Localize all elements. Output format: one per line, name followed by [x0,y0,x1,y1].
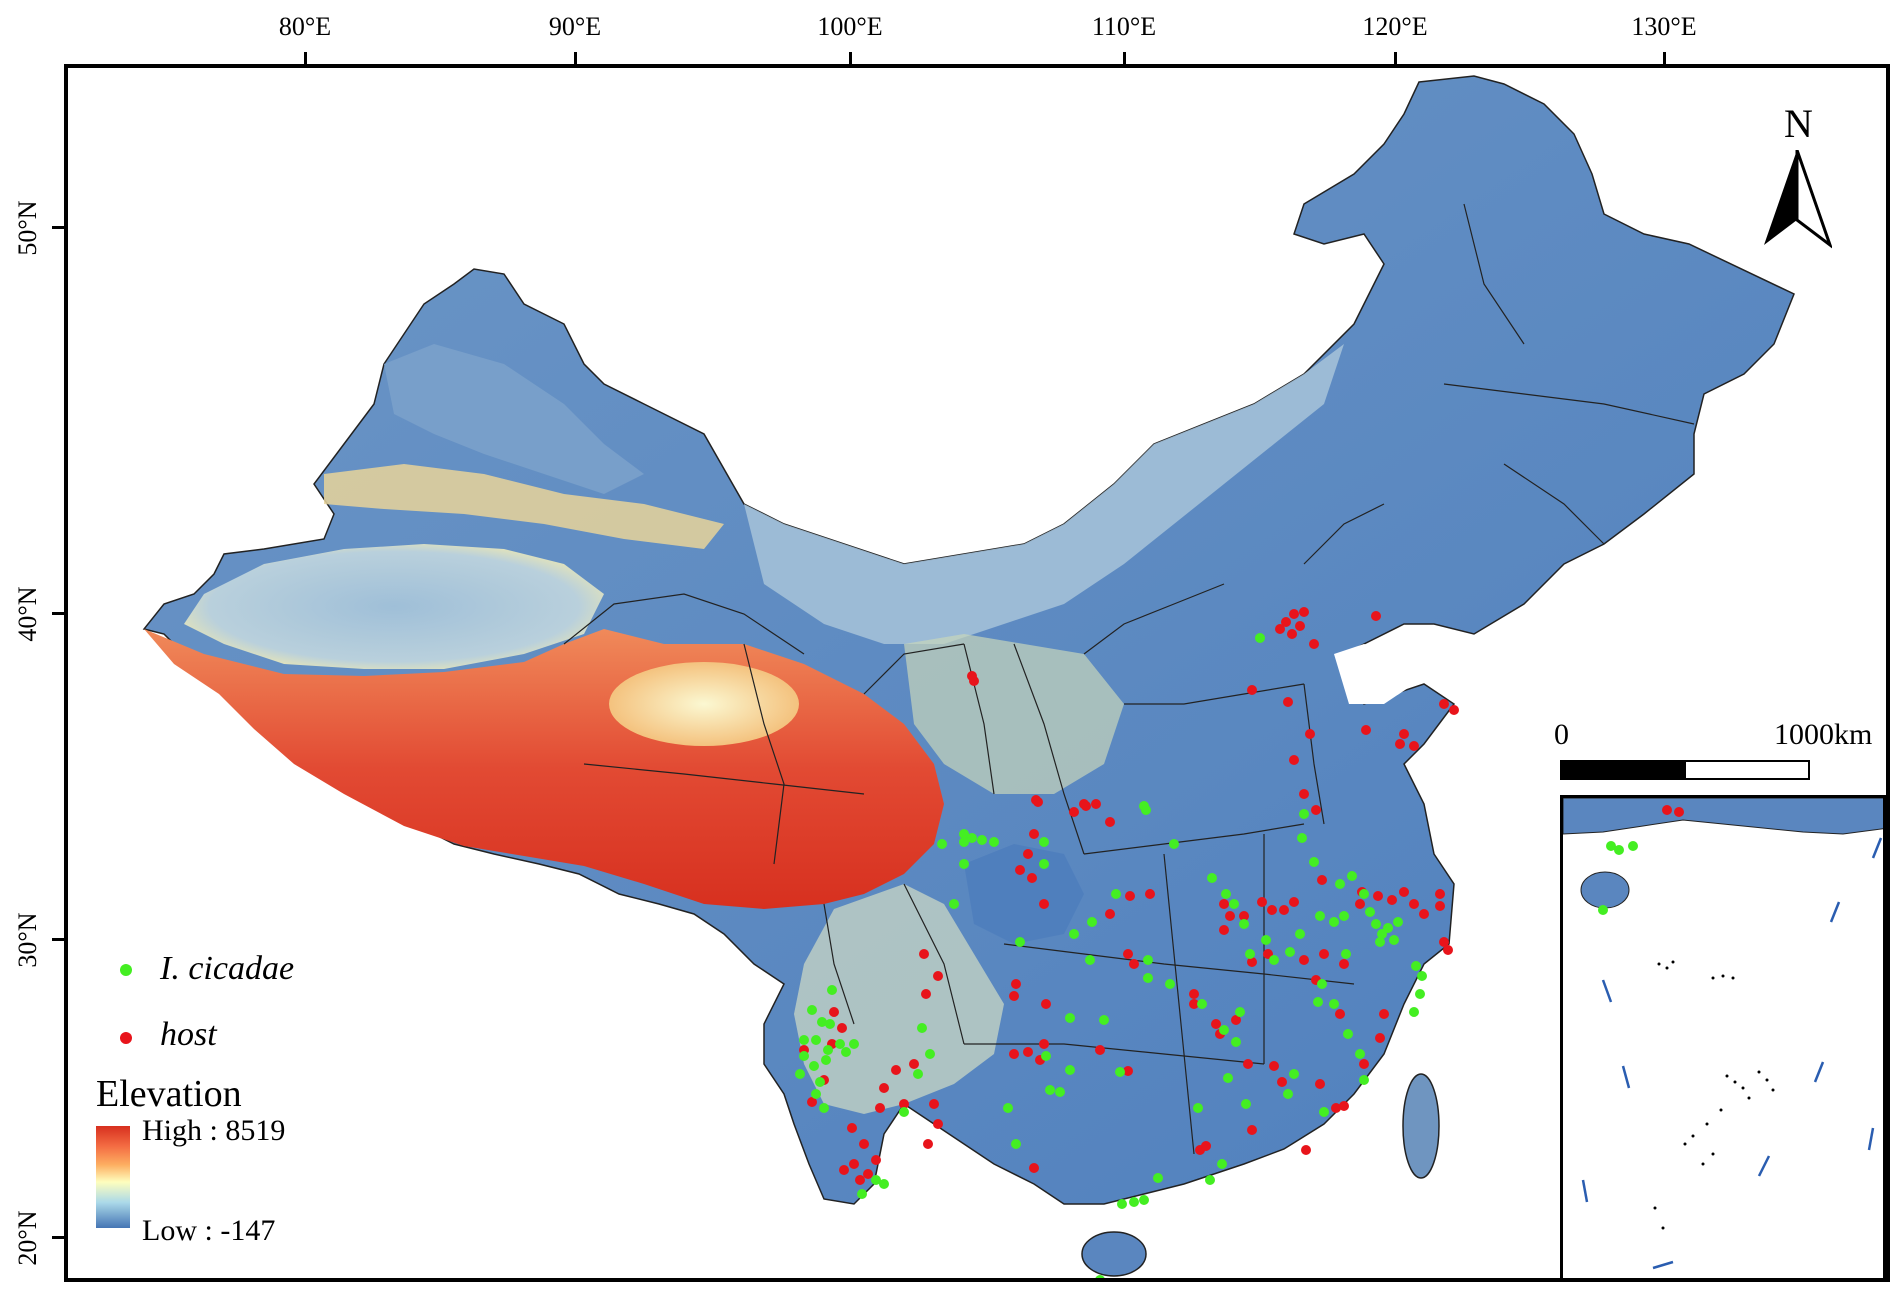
lon-label-130: 130°E [1631,12,1697,41]
host-legend-dot [120,1032,132,1044]
north-arrow-icon [1764,150,1832,249]
scale-bar-segment [1562,762,1686,778]
lon-tick [574,52,577,68]
elevation-legend-title: Elevation [96,1073,242,1115]
inset-coast [1563,798,1883,835]
elevation-color-ramp [96,1126,130,1228]
host-legend-label: host [160,1016,217,1053]
hainan-island [1081,1231,1147,1277]
lat-tick [52,938,68,941]
lon-tick [1663,52,1666,68]
lat-label-20: 20°N [13,1210,42,1266]
inset-map [1563,798,1883,1270]
lon-tick [1394,52,1397,68]
tian-shan [324,464,724,549]
dzungarian-basin [384,344,644,494]
lon-tick [304,52,307,68]
species-legend-label: I. cicadae [160,950,295,987]
lon-tick [1123,52,1126,68]
sichuan-basin [964,844,1084,944]
qaidam-basin [609,662,799,746]
inner-mongolia-plateau [744,344,1344,644]
lon-label-120: 120°E [1362,12,1428,41]
lat-label-40: 40°N [13,586,42,642]
lon-label-100: 100°E [817,12,883,41]
tarim-basin [184,544,604,669]
nine-dash-line [1581,837,1883,1270]
inset-islands [1653,960,1775,1230]
lon-label-90: 90°E [548,12,602,41]
north-letter: N [1784,101,1813,146]
lon-tick [849,52,852,68]
elevation-high-label: High : 8519 [142,1114,286,1147]
scale-start-label: 0 [1554,718,1569,751]
taiwan-island [1402,1073,1440,1179]
host-points [799,607,1459,1185]
scale-bar [1560,760,1810,780]
lat-tick [52,1236,68,1239]
scale-end-label: 1000km [1774,718,1873,751]
south-china-sea-inset [1560,795,1886,1281]
inset-hainan [1580,871,1630,909]
loess-plateau [904,634,1124,794]
elevation-low-label: Low : -147 [142,1214,276,1247]
lat-tick [52,226,68,229]
lat-tick [52,612,68,615]
lat-label-50: 50°N [13,200,42,256]
lon-label-80: 80°E [278,12,332,41]
elevation-map [142,75,1795,1278]
lat-label-30: 30°N [13,912,42,968]
lon-label-110: 110°E [1091,12,1157,41]
species-points [795,633,1427,1278]
bohai-sea [1334,644,1414,704]
province-borders [563,203,1695,1155]
species-legend-dot [120,964,132,976]
